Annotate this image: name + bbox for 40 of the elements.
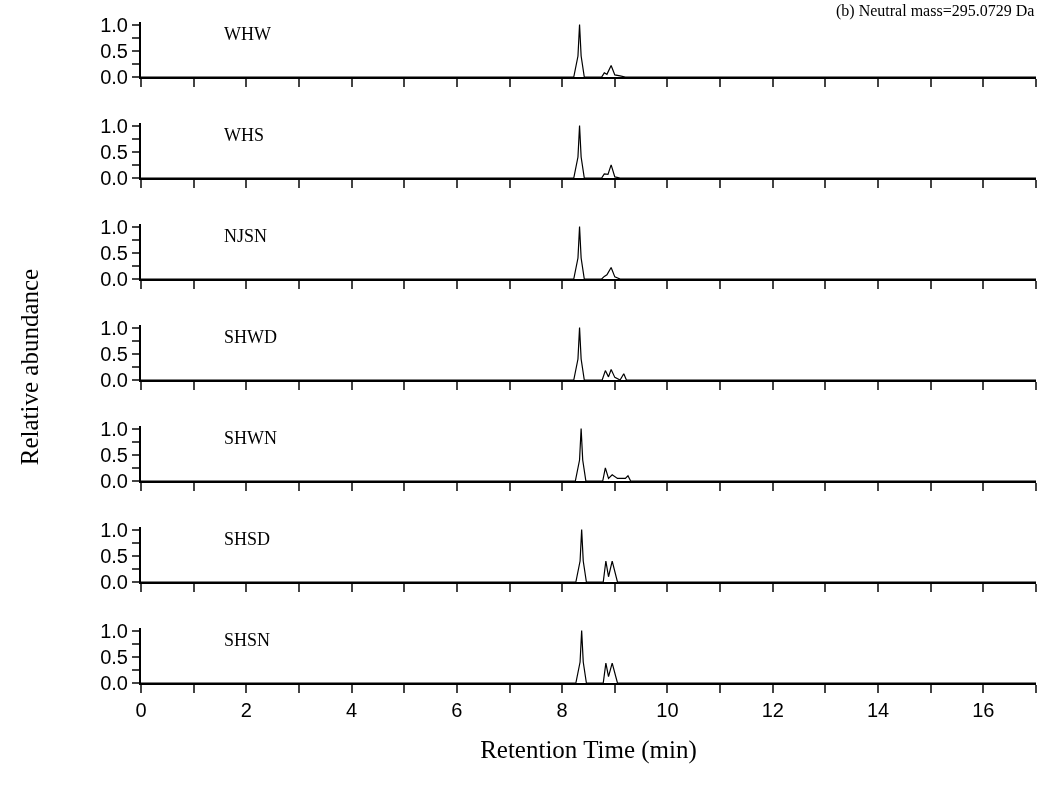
annotation: WHS [224,125,264,145]
y-tick-label: 1.0 [100,417,128,440]
y-tick-label: 0.5 [100,544,128,567]
y-tick-label: 0.5 [100,241,128,264]
x-tick-label: 16 [972,699,995,721]
y-tick-label: 0.5 [100,645,128,668]
y-tick-label: 0.0 [100,66,128,88]
y-tick-label: 0.0 [100,571,128,593]
annotation: SHWN [224,428,277,448]
y-tick-label: 0.0 [100,268,128,290]
y-tick-label: 0.0 [100,470,128,492]
y-tick-label: 0.0 [100,167,128,189]
y-tick-label: 1.0 [100,114,128,137]
annotation: SHSN [224,630,271,650]
x-tick-label: 2 [240,699,252,721]
x-axis-title: Retention Time (min) [480,735,697,764]
y-tick-label: 0.0 [100,369,128,391]
y-tick-label: 0.5 [100,39,128,62]
y-tick-label: 0.5 [100,443,128,466]
y-tick-label: 1.0 [100,619,128,642]
y-tick-label: 1.0 [100,316,128,339]
y-axis-title: Relative abundance [16,268,44,465]
y-tick-label: 1.0 [100,215,128,238]
x-tick-label: 4 [346,699,358,721]
annotation: SHWD [224,327,277,347]
x-tick-label: 0 [135,699,147,721]
x-tick-label: 6 [451,699,463,721]
x-tick-label: 10 [656,699,679,721]
annotation: WHW [224,24,271,44]
x-tick-label: 8 [556,699,568,721]
y-tick-label: 0.0 [100,672,128,694]
annotation: SHSD [224,529,271,549]
x-tick-label: 12 [761,699,784,721]
y-tick-label: 0.5 [100,342,128,365]
y-tick-label: 1.0 [100,518,128,541]
chart-title: (b) Neutral mass=295.0729 Da [836,2,1035,20]
x-tick-label: 14 [866,699,890,721]
y-tick-label: 0.5 [100,140,128,163]
y-tick-label: 1.0 [100,13,128,36]
annotation: NJSN [224,226,268,246]
